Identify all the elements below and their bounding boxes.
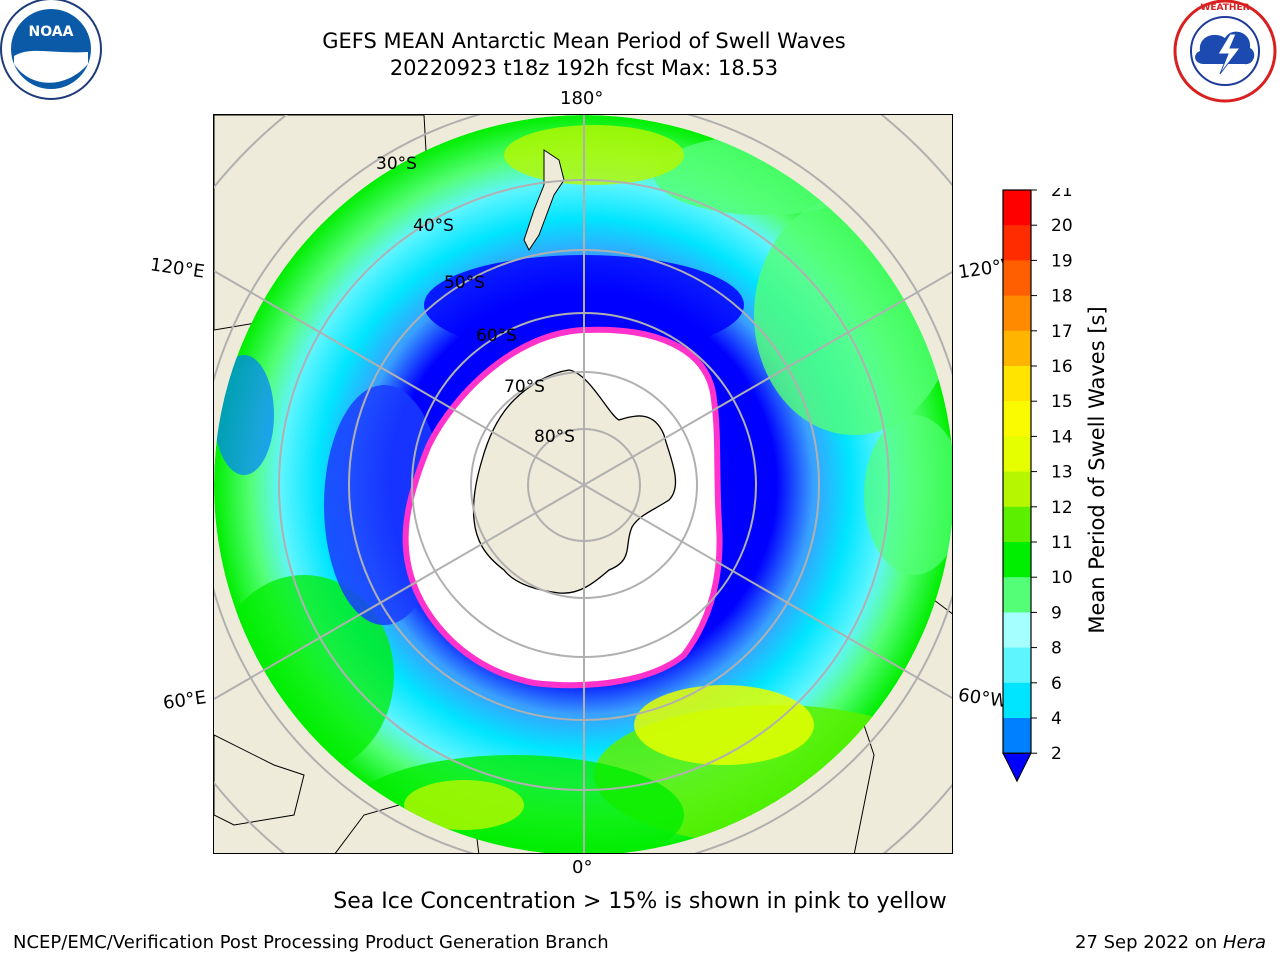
credit-date: 27 Sep 2022 on Hera [1075,932,1266,953]
colorbar-segment [1003,682,1031,719]
colorbar-segment [1003,190,1031,226]
colorbar-tick-label: 19 [1051,251,1073,271]
colorbar-segment [1003,718,1031,754]
colorbar-tick-label: 17 [1051,322,1073,342]
credit-branch: NCEP/EMC/Verification Post Processing Pr… [13,932,609,953]
colorbar-segment [1003,647,1031,684]
noaa-logo: NOAA [0,0,102,100]
colorbar-segment [1003,330,1031,367]
colorbar-tick-label: 4 [1051,709,1062,729]
noaa-logo-text: NOAA [29,24,74,40]
new-zealand [523,149,565,251]
colorbar-tick-label: 18 [1051,287,1073,307]
lat-label-70s: 70°S [504,377,545,397]
colorbar-tick-label: 16 [1051,357,1073,377]
colorbar-tick-label: 9 [1051,603,1062,623]
colorbar-segment [1003,225,1031,261]
lat-label-30s: 30°S [376,154,417,174]
colorbar-tick-label: 11 [1051,533,1073,553]
colorbar-segment [1003,436,1031,473]
map-title: GEFS MEAN Antarctic Mean Period of Swell… [322,29,846,53]
lat-label-60s: 60°S [476,326,517,346]
colorbar-extend-arrow [1002,752,1032,783]
colorbar-tick-label: 15 [1051,392,1073,412]
sea-ice-note: Sea Ice Concentration > 15% is shown in … [333,889,947,914]
colorbar-tick-label: 12 [1051,498,1073,518]
colorbar-tick-label: 21 [1051,188,1073,201]
colorbar-tick-label: 20 [1051,216,1073,236]
colorbar-segment [1003,612,1031,649]
lat-label-50s: 50°S [444,273,485,293]
colorbar-segment [1003,401,1031,437]
antarctica [472,369,677,594]
colorbar: 2 4 6 8 9 10 11 12 13 14 15 16 17 18 19 20 21 [1002,188,1073,783]
credit-date-text: 27 Sep 2022 on [1075,932,1223,953]
credit-host: Hera [1222,932,1266,953]
colorbar-tick-label: 14 [1051,427,1073,447]
graticule [214,115,952,853]
svg-text:WEATHER: WEATHER [1200,3,1249,13]
colorbar-tick-label: 2 [1051,744,1062,764]
nws-logo: WEATHER [1173,0,1277,103]
colorbar-segment [1003,260,1031,297]
lat-label-80s: 80°S [534,427,575,447]
lon-label-0: 0° [572,857,593,878]
lon-label-180: 180° [560,88,604,109]
colorbar-tick-label: 8 [1051,639,1062,659]
colorbar-tick-label: 13 [1051,463,1073,483]
colorbar-tick-label: 6 [1051,674,1062,694]
lat-label-40s: 40°S [413,216,454,236]
colorbar-label: Mean Period of Swell Waves [s] [1085,306,1109,634]
lon-label-120e: 120°E [148,254,206,283]
polar-map: 30°S 40°S 50°S 60°S 70°S 80°S [213,114,953,854]
polar-map-canvas: 30°S 40°S 50°S 60°S 70°S 80°S [214,115,952,853]
colorbar-segment [1003,471,1031,508]
colorbar-segment [1003,506,1031,543]
colorbar-tick-label: 10 [1051,568,1073,588]
map-subtitle: 20220923 t18z 192h fcst Max: 18.53 [389,56,779,80]
colorbar-segment [1003,366,1031,402]
colorbar-segment [1003,542,1031,578]
lon-label-60e: 60°E [161,687,208,714]
colorbar-segment [1003,577,1031,613]
colorbar-segment [1003,295,1031,332]
